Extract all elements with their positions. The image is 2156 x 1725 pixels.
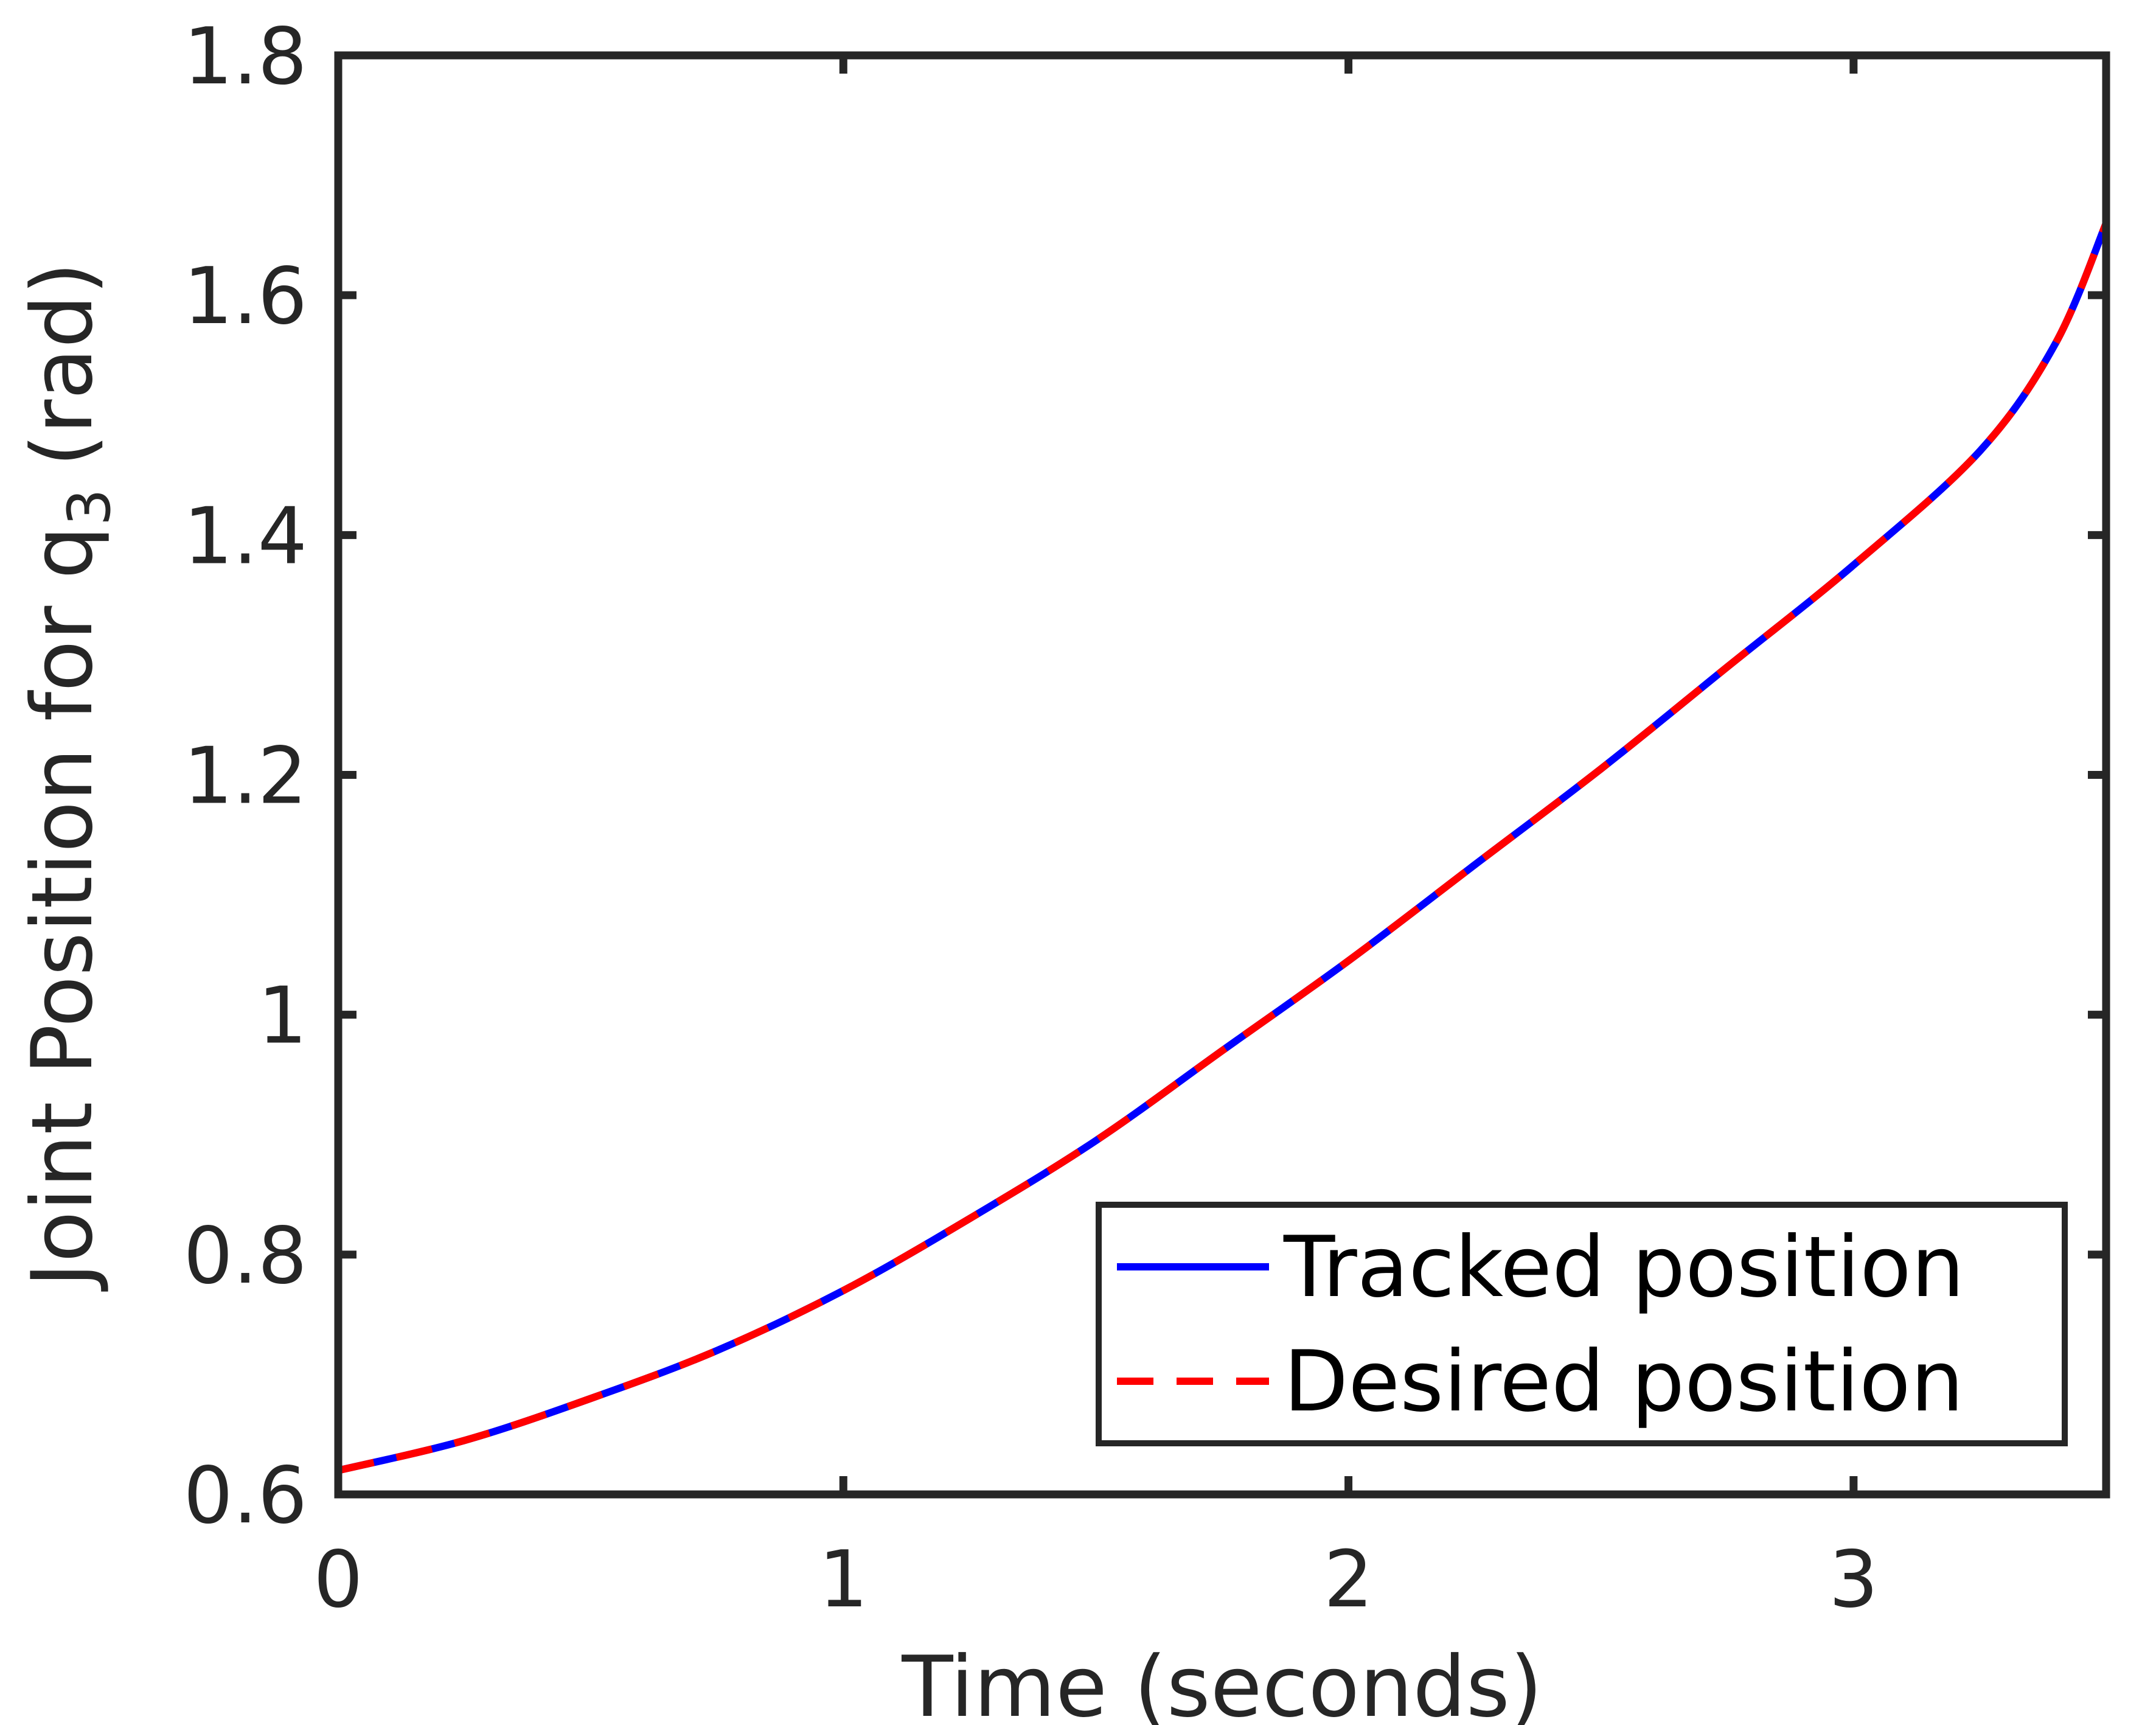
x-tick-label: 2 [1324,1535,1373,1625]
y-tick-label: 0.6 [183,1451,307,1541]
legend-box [1096,1202,2068,1446]
y-tick-label: 1.6 [183,251,307,342]
x-axis-label: Time (seconds) [901,1638,1542,1725]
y-tick-label: 1.2 [183,731,307,822]
legend: Tracked position Desired position [1096,1202,2068,1446]
series-line-desired [337,221,2110,1474]
y-tick-label: 1.4 [183,491,307,582]
y-axis-ticks: 0.6 0.8 1 1.2 1.4 1.6 1.8 [183,12,2106,1541]
legend-label-tracked: Tracked position [1283,1218,1964,1316]
y-tick-label: 1 [258,971,307,1062]
x-axis-ticks: 0 1 2 3 [313,55,1879,1625]
plot-area: 0 1 2 3 0.6 0.8 1 1.2 1.4 1.6 1.8 [183,12,2110,1625]
x-tick-label: 3 [1829,1535,1878,1625]
y-axis-label-main: Joint Position for q [13,526,111,1292]
x-tick-label: 0 [313,1535,363,1625]
y-axis-label: Joint Position for q3 (rad) [13,262,123,1292]
y-axis-label-unit: (rad) [13,262,111,467]
x-tick-label: 1 [819,1535,868,1625]
y-tick-label: 0.8 [183,1211,307,1302]
legend-label-desired: Desired position [1284,1333,1964,1431]
y-tick-label: 1.8 [183,12,307,102]
series-layer [337,221,2110,1474]
y-axis-label-subscript: 3 [55,489,123,526]
